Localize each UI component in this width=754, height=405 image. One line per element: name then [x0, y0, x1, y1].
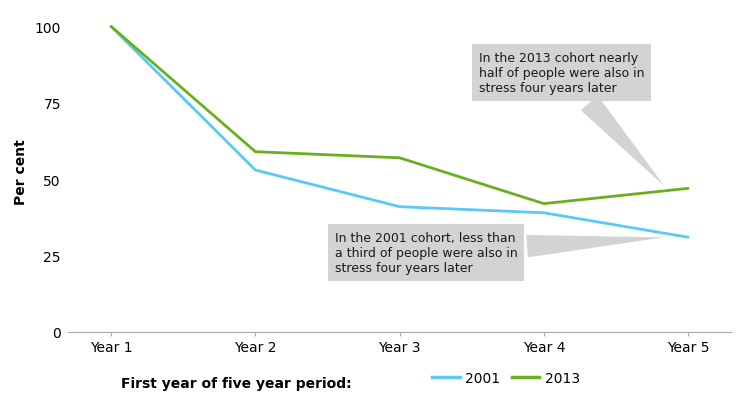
Text: In the 2001 cohort, less than
a third of people were also in
stress four years l: In the 2001 cohort, less than a third of… — [335, 232, 664, 275]
Legend: 2001, 2013: 2001, 2013 — [427, 366, 586, 391]
Text: In the 2013 cohort nearly
half of people were also in
stress four years later: In the 2013 cohort nearly half of people… — [479, 52, 664, 187]
Y-axis label: Per cent: Per cent — [14, 139, 28, 205]
Text: First year of five year period:: First year of five year period: — [121, 376, 351, 390]
